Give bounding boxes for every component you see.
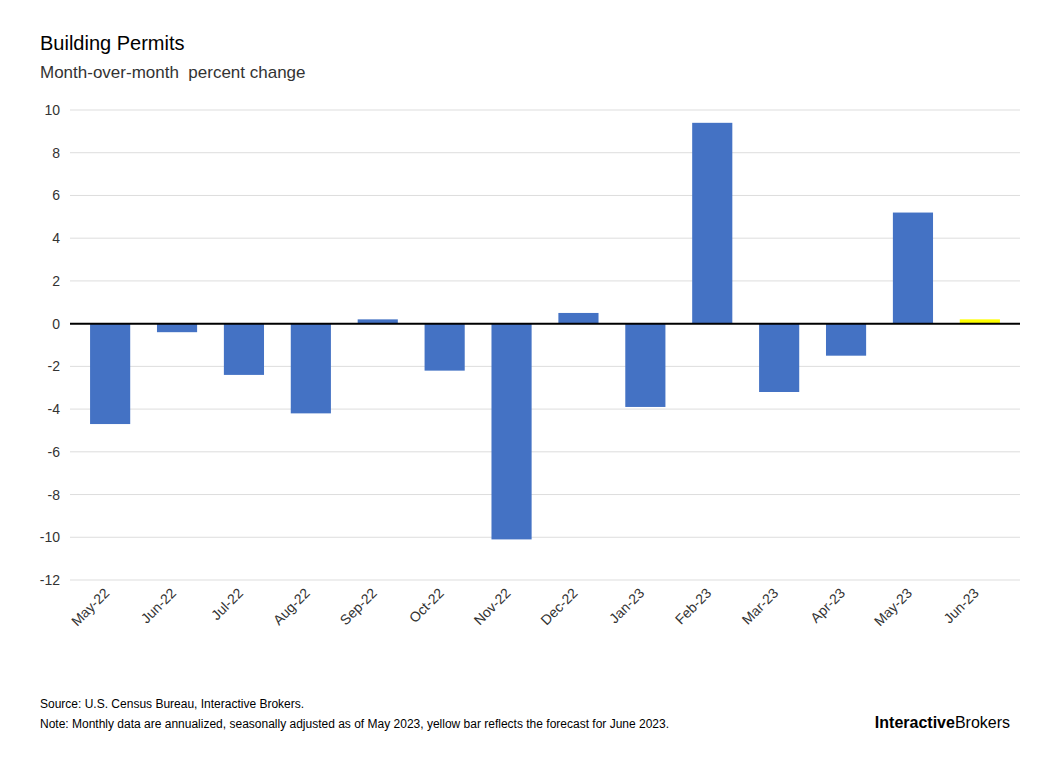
chart: Building Permits Month-over-month percent… [0, 0, 1050, 763]
bar [224, 324, 264, 375]
bar [425, 324, 465, 371]
grid-line [70, 323, 1020, 324]
logo: InteractiveBrokers [875, 714, 1010, 731]
y-tick-label: 8 [52, 145, 60, 161]
logo-regular: Brokers [955, 714, 1010, 731]
x-tick-label: Sep-22 [337, 585, 380, 628]
bar [826, 324, 866, 356]
grid-line [70, 580, 1020, 581]
x-tick-label: Apr-23 [807, 585, 848, 626]
y-tick-label: 2 [52, 273, 60, 289]
grid-line [70, 110, 1020, 111]
logo-bold: Interactive [875, 714, 955, 731]
grid-line [70, 366, 1020, 367]
y-tick-label: -10 [40, 529, 60, 545]
subtitle: Month-over-month percent change [40, 63, 306, 82]
bar [692, 123, 732, 324]
grid-line [70, 280, 1020, 281]
grid-line [70, 152, 1020, 153]
x-tick-label: Jul-22 [208, 585, 246, 623]
grid-line [70, 238, 1020, 239]
bar [491, 324, 531, 540]
bar [759, 324, 799, 392]
zero-line [70, 323, 1020, 325]
y-tick-label: -6 [48, 444, 61, 460]
y-tick-label: 0 [52, 316, 60, 332]
y-tick-label: -4 [48, 401, 61, 417]
bar [291, 324, 331, 414]
x-tick-label: Jun-23 [940, 585, 982, 627]
x-tick-label: Jan-23 [606, 585, 648, 627]
y-tick-label: 10 [44, 102, 60, 118]
y-tick-label: 6 [52, 187, 60, 203]
x-tick-label: Mar-23 [739, 585, 782, 628]
x-tick-label: Dec-22 [537, 585, 580, 628]
x-tick-label: May-23 [871, 585, 915, 629]
title: Building Permits [40, 32, 185, 54]
y-tick-label: -2 [48, 358, 61, 374]
grid-line [70, 451, 1020, 452]
y-tick-label: 4 [52, 230, 60, 246]
source: Source: U.S. Census Bureau, Interactive … [40, 697, 304, 711]
bars [90, 123, 1000, 540]
grid-line [70, 537, 1020, 538]
x-tick-label: May-22 [68, 585, 112, 629]
grid-line [70, 409, 1020, 410]
bar [157, 324, 197, 333]
grid-line [70, 195, 1020, 196]
x-tick-label: Aug-22 [270, 585, 313, 628]
background [0, 0, 1050, 763]
y-tick-label: -8 [48, 487, 61, 503]
x-tick-label: Oct-22 [406, 585, 447, 626]
bar [90, 324, 130, 424]
x-tick-label: Feb-23 [672, 585, 715, 628]
bar [558, 313, 598, 324]
grid-line [70, 494, 1020, 495]
bar [625, 324, 665, 407]
x-tick-label: Jun-22 [138, 585, 180, 627]
bar [893, 213, 933, 324]
x-tick-label: Nov-22 [470, 585, 513, 628]
y-tick-label: -12 [40, 572, 60, 588]
note: Note: Monthly data are annualized, seaso… [40, 717, 669, 731]
grid [70, 110, 1020, 580]
